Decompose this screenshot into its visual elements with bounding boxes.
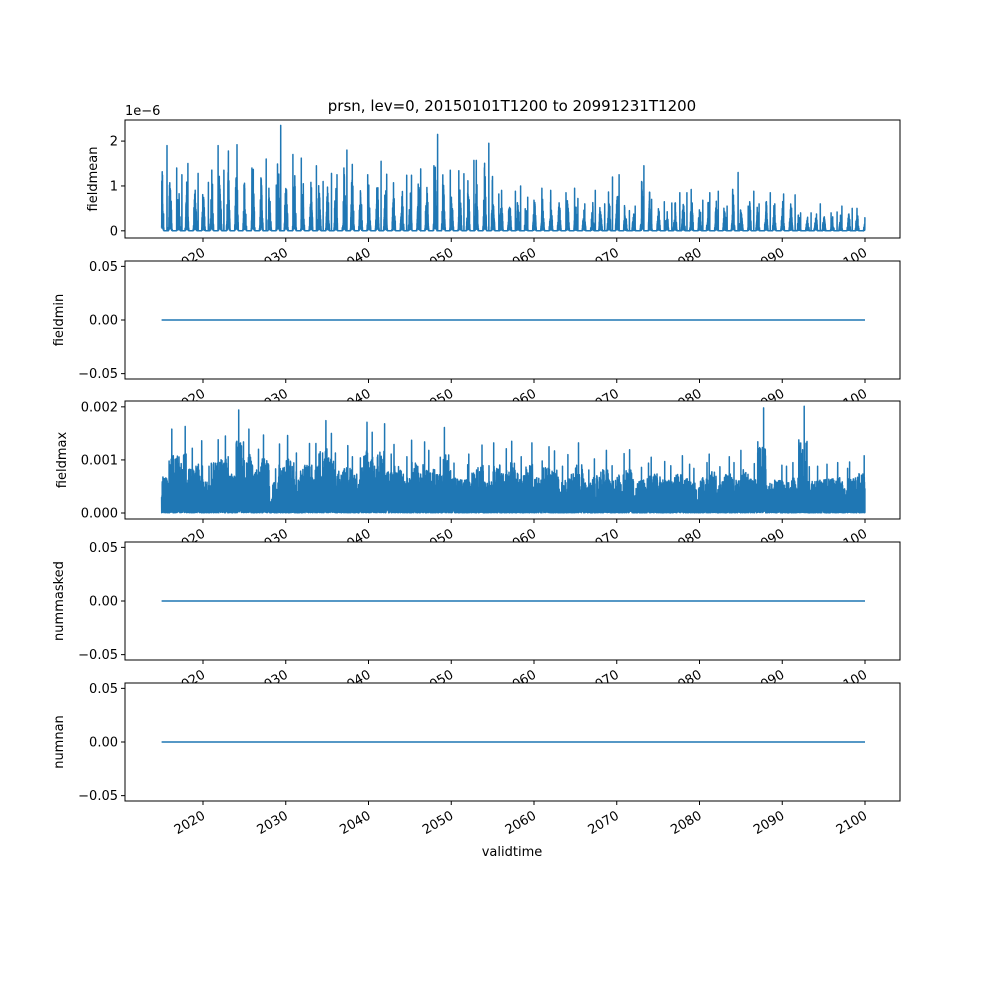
series-line-fieldmax xyxy=(160,405,866,514)
x-axis-label: validtime xyxy=(482,845,543,860)
y-tick-label: 1 xyxy=(110,179,118,194)
y-axis-label: fieldmean xyxy=(86,147,101,212)
y-tick-label: 0.00 xyxy=(89,595,118,610)
y-tick-label: 0.00 xyxy=(89,736,118,751)
y-tick-label: 0.05 xyxy=(89,541,118,556)
panel-background xyxy=(45,120,900,238)
y-tick-label: 0.00 xyxy=(89,314,118,329)
series-line-fieldmean xyxy=(160,124,866,232)
y-axis-label: fieldmin xyxy=(52,294,67,347)
y-tick-label: −0.05 xyxy=(78,367,118,382)
y-tick-label: −0.05 xyxy=(78,789,118,804)
y-tick-label: 2 xyxy=(110,135,118,150)
y-tick-label: 0.05 xyxy=(89,682,118,697)
y-tick-label: 0.002 xyxy=(81,400,118,415)
y-tick-label: −0.05 xyxy=(78,648,118,663)
y-offset-label: 1e−6 xyxy=(125,104,160,119)
y-axis-label: numnan xyxy=(52,715,67,769)
y-tick-label: 0.05 xyxy=(89,260,118,275)
y-axis-label: nummasked xyxy=(52,561,67,641)
y-tick-label: 0.000 xyxy=(81,507,118,522)
chart-title: prsn, lev=0, 20150101T1200 to 20991231T1… xyxy=(328,97,696,115)
y-tick-label: 0.001 xyxy=(81,453,118,468)
y-axis-label: fieldmax xyxy=(55,432,70,489)
y-tick-label: 0 xyxy=(110,224,118,239)
axes-frame xyxy=(124,119,901,239)
